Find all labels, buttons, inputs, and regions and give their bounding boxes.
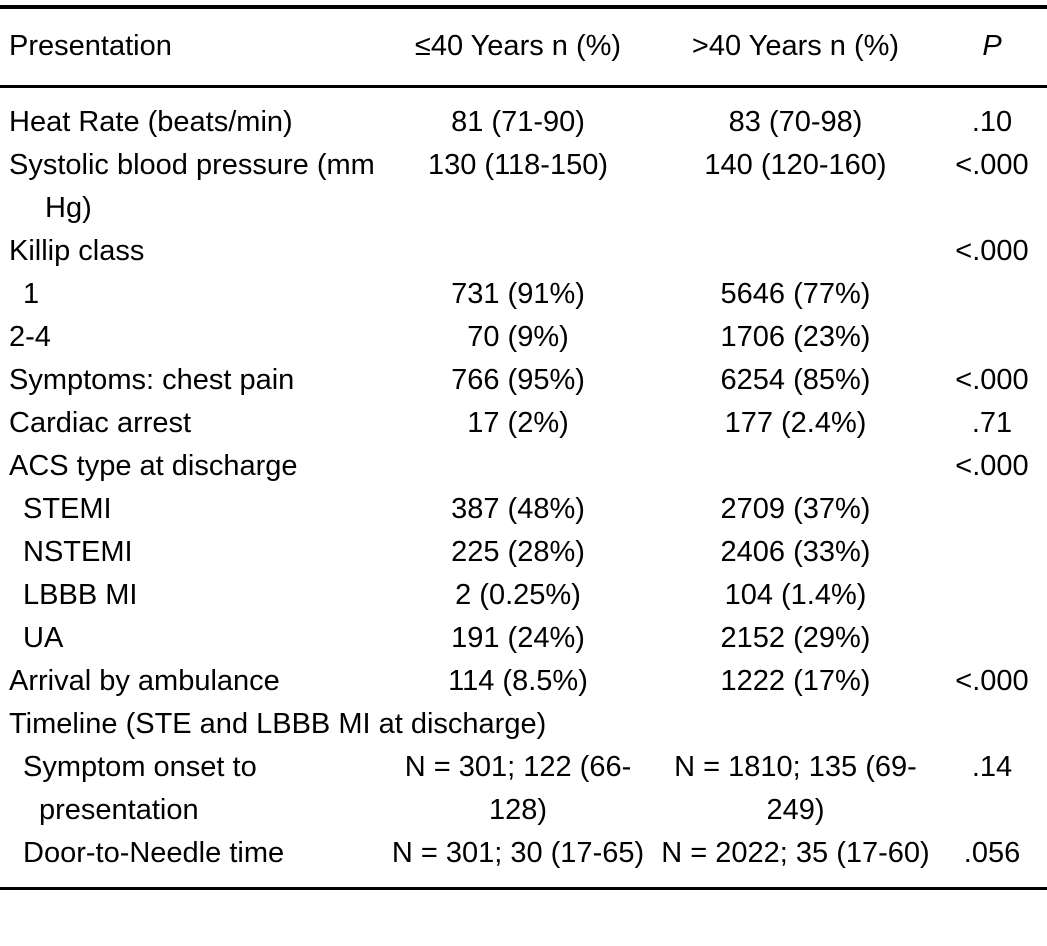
row-label: Killip class — [9, 235, 145, 267]
table-row: Killip class <.000 — [0, 230, 1047, 273]
p-value: <.000 — [955, 149, 1029, 181]
value-gt40: 104 (1.4%) — [724, 579, 867, 611]
table-row: LBBB MI 2 (0.25%) 104 (1.4%) — [0, 574, 1047, 617]
value-le40: 81 (71-90) — [451, 106, 585, 138]
value-le40: 130 (118-150) — [427, 149, 609, 181]
p-value: <.000 — [955, 450, 1029, 482]
value-le40 — [382, 230, 654, 273]
value-gt40: 5646 (77%) — [720, 278, 871, 310]
table-row: Symptom onset to presentation N = 301; 1… — [0, 746, 1047, 832]
value-le40 — [382, 445, 654, 488]
table-row: Symptoms: chest pain 766 (95%) 6254 (85%… — [0, 359, 1047, 402]
value-gt40: 177 (2.4%) — [724, 407, 867, 439]
value-gt40 — [654, 445, 937, 488]
value-gt40: 140 (120-160) — [704, 149, 887, 181]
value-le40: 2 (0.25%) — [455, 579, 581, 611]
value-gt40: 83 (70-98) — [728, 106, 863, 138]
value-gt40: 1222 (17%) — [720, 665, 871, 697]
table-row: UA 191 (24%) 2152 (29%) — [0, 617, 1047, 660]
table-body: Heat Rate (beats/min) 81 (71-90) 83 (70-… — [0, 87, 1047, 889]
value-gt40: 2709 (37%) — [720, 493, 871, 525]
value-le40: N = 301; 30 (17-65) — [391, 837, 645, 869]
value-gt40: 6254 (85%) — [720, 364, 871, 396]
table-row: Door-to-Needle time N = 301; 30 (17-65) … — [0, 832, 1047, 889]
row-label: Systolic blood pressure (mm Hg) — [9, 149, 375, 224]
p-value — [937, 488, 1047, 531]
value-le40: 191 (24%) — [451, 622, 585, 654]
value-gt40: N = 1810; 135 (69-249) — [674, 751, 917, 826]
section-label: Timeline (STE and LBBB MI at discharge) — [9, 708, 547, 740]
p-value — [937, 273, 1047, 316]
value-gt40: 1706 (23%) — [720, 321, 871, 353]
value-le40: 17 (2%) — [467, 407, 569, 439]
value-le40: 731 (91%) — [451, 278, 585, 310]
table-row: NSTEMI 225 (28%) 2406 (33%) — [0, 531, 1047, 574]
section-row: Timeline (STE and LBBB MI at discharge) — [0, 703, 1047, 746]
value-gt40: 2152 (29%) — [720, 622, 871, 654]
p-value — [937, 531, 1047, 574]
p-value — [937, 316, 1047, 359]
p-value: <.000 — [955, 235, 1029, 267]
table-row: Heat Rate (beats/min) 81 (71-90) 83 (70-… — [0, 87, 1047, 145]
value-le40: 225 (28%) — [451, 536, 585, 568]
value-le40: 70 (9%) — [467, 321, 569, 353]
row-label: Symptoms: chest pain — [9, 364, 295, 396]
value-le40: N = 301; 122 (66-128) — [404, 751, 632, 826]
value-gt40 — [654, 230, 937, 273]
value-gt40: N = 2022; 35 (17-60) — [661, 837, 930, 869]
row-label: 1 — [23, 278, 40, 310]
row-label: Cardiac arrest — [9, 407, 192, 439]
column-header-le40-years: ≤40 Years n (%) — [382, 7, 654, 88]
column-header-p-value: P — [937, 7, 1047, 88]
p-value: <.000 — [955, 665, 1029, 697]
p-value: .14 — [971, 751, 1013, 783]
p-value: .71 — [971, 407, 1013, 439]
presentation-table: Presentation ≤40 Years n (%) >40 Years n… — [0, 5, 1047, 890]
table-row: STEMI 387 (48%) 2709 (37%) — [0, 488, 1047, 531]
p-value — [937, 617, 1047, 660]
row-label: Symptom onset to presentation — [23, 751, 257, 826]
table-row: 1 731 (91%) 5646 (77%) — [0, 273, 1047, 316]
column-header-presentation: Presentation — [0, 7, 382, 88]
row-label: LBBB MI — [23, 579, 138, 611]
value-le40: 766 (95%) — [451, 364, 585, 396]
row-label: Door-to-Needle time — [23, 837, 285, 869]
value-le40: 387 (48%) — [451, 493, 585, 525]
table-row: Arrival by ambulance 114 (8.5%) 1222 (17… — [0, 660, 1047, 703]
p-value — [937, 574, 1047, 617]
row-label: NSTEMI — [23, 536, 133, 568]
p-value: .056 — [963, 837, 1021, 869]
table-row: Cardiac arrest 17 (2%) 177 (2.4%) .71 — [0, 402, 1047, 445]
table-row: 2-4 70 (9%) 1706 (23%) — [0, 316, 1047, 359]
row-label: ACS type at discharge — [9, 450, 298, 482]
row-label: STEMI — [23, 493, 112, 525]
table-header: Presentation ≤40 Years n (%) >40 Years n… — [0, 7, 1047, 88]
table-row: Systolic blood pressure (mm Hg) 130 (118… — [0, 144, 1047, 230]
header-row: Presentation ≤40 Years n (%) >40 Years n… — [0, 7, 1047, 88]
p-value: <.000 — [955, 364, 1029, 396]
table-row: ACS type at discharge <.000 — [0, 445, 1047, 488]
value-le40: 114 (8.5%) — [448, 665, 588, 697]
column-header-gt40-years: >40 Years n (%) — [654, 7, 937, 88]
row-label: UA — [23, 622, 64, 654]
row-label: Arrival by ambulance — [9, 665, 280, 697]
value-gt40: 2406 (33%) — [720, 536, 871, 568]
row-label: Heat Rate (beats/min) — [9, 106, 293, 138]
row-label: 2-4 — [9, 321, 51, 353]
p-value: .10 — [971, 106, 1013, 138]
